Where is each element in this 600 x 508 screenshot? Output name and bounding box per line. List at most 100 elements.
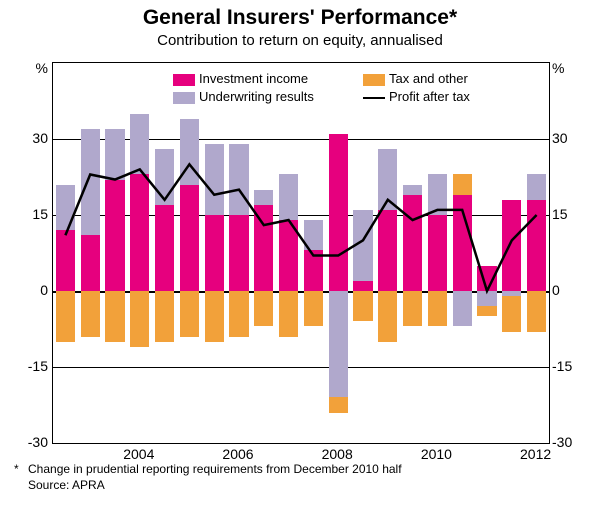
bar-group [304, 63, 323, 443]
gridline [53, 367, 549, 368]
tax-and-other-bar [527, 291, 546, 332]
y-unit-left: % [36, 60, 48, 76]
gridline [53, 139, 549, 140]
investment-income-bar [56, 230, 75, 291]
bar-group [428, 63, 447, 443]
underwriting-results-bar [56, 185, 75, 231]
underwriting-results-bar [229, 144, 248, 215]
gridline [53, 291, 549, 293]
tax-and-other-bar [403, 291, 422, 326]
legend-label: Underwriting results [199, 89, 314, 104]
tax-and-other-bar [229, 291, 248, 337]
y-tick-left: -15 [28, 358, 48, 374]
investment-income-bar [254, 205, 273, 291]
bar-group [403, 63, 422, 443]
bar-group [180, 63, 199, 443]
underwriting-results-bar [155, 149, 174, 205]
tax-and-other-bar [329, 397, 348, 412]
tax-and-other-bar [502, 296, 521, 331]
legend-underwriting-results: Underwriting results [173, 89, 314, 104]
underwriting-results-bar [304, 220, 323, 250]
underwriting-results-bar [527, 174, 546, 199]
source-text: Source: APRA [28, 478, 105, 492]
underwriting-results-bar [428, 174, 447, 215]
investment-income-bar [403, 195, 422, 291]
underwriting-results-bar [205, 144, 224, 215]
legend-tax-and-other: Tax and other [363, 71, 468, 86]
y-tick-left: -30 [28, 434, 48, 450]
investment-income-bar [353, 281, 372, 291]
underwriting-results-bar [329, 291, 348, 397]
y-tick-right: -30 [552, 434, 572, 450]
tax-and-other-bar [130, 291, 149, 347]
underwriting-results-bar [378, 149, 397, 210]
underwriting-results-bar [105, 129, 124, 180]
bar-group [453, 63, 472, 443]
underwriting-results-bar [279, 174, 298, 220]
legend-swatch [363, 74, 385, 86]
x-tick-label: 2006 [222, 446, 253, 462]
tax-and-other-bar [81, 291, 100, 337]
profit-line-svg [53, 63, 549, 443]
y-tick-left: 0 [40, 282, 48, 298]
underwriting-results-bar [130, 114, 149, 175]
bar-group [105, 63, 124, 443]
investment-income-bar [428, 215, 447, 291]
tax-and-other-bar [180, 291, 199, 337]
legend-investment-income: Investment income [173, 71, 308, 86]
investment-income-bar [205, 215, 224, 291]
x-tick-label: 2004 [123, 446, 154, 462]
tax-and-other-bar [105, 291, 124, 342]
legend-label: Profit after tax [389, 89, 470, 104]
investment-income-bar [502, 200, 521, 291]
y-tick-right: -15 [552, 358, 572, 374]
investment-income-bar [477, 266, 496, 291]
tax-and-other-bar [56, 291, 75, 342]
bar-group [279, 63, 298, 443]
chart-title: General Insurers' Performance* [0, 0, 600, 30]
investment-income-bar [304, 250, 323, 291]
tax-and-other-bar [477, 306, 496, 316]
tax-and-other-bar [353, 291, 372, 321]
investment-income-bar [81, 235, 100, 291]
tax-and-other-bar [205, 291, 224, 342]
tax-and-other-bar [279, 291, 298, 337]
tax-and-other-bar [378, 291, 397, 342]
investment-income-bar [180, 185, 199, 291]
tax-and-other-bar [428, 291, 447, 326]
bar-group [81, 63, 100, 443]
underwriting-results-bar [254, 190, 273, 205]
investment-income-bar [378, 210, 397, 291]
legend-line-icon [363, 97, 385, 99]
plot-area: Investment income Underwriting results Tax… [52, 62, 550, 444]
investment-income-bar [229, 215, 248, 291]
tax-and-other-bar [453, 174, 472, 194]
y-tick-right: 0 [552, 282, 560, 298]
footnote-marker: * [14, 462, 19, 476]
bar-group [329, 63, 348, 443]
bar-group [527, 63, 546, 443]
legend-label: Investment income [199, 71, 308, 86]
y-tick-right: 15 [552, 206, 568, 222]
investment-income-bar [105, 180, 124, 291]
x-tick-label: 2008 [322, 446, 353, 462]
bar-group [477, 63, 496, 443]
bar-group [155, 63, 174, 443]
investment-income-bar [527, 200, 546, 291]
chart-container: General Insurers' Performance* Contribut… [0, 0, 600, 508]
bar-group [205, 63, 224, 443]
bar-group [502, 63, 521, 443]
bar-group [56, 63, 75, 443]
investment-income-bar [130, 174, 149, 291]
underwriting-results-bar [353, 210, 372, 281]
investment-income-bar [329, 134, 348, 291]
bar-group [254, 63, 273, 443]
legend-label: Tax and other [389, 71, 468, 86]
gridline [53, 215, 549, 216]
legend-swatch [173, 92, 195, 104]
underwriting-results-bar [453, 291, 472, 326]
footnote-text: Change in prudential reporting requireme… [28, 462, 402, 476]
underwriting-results-bar [477, 291, 496, 306]
investment-income-bar [453, 195, 472, 291]
bar-group [229, 63, 248, 443]
